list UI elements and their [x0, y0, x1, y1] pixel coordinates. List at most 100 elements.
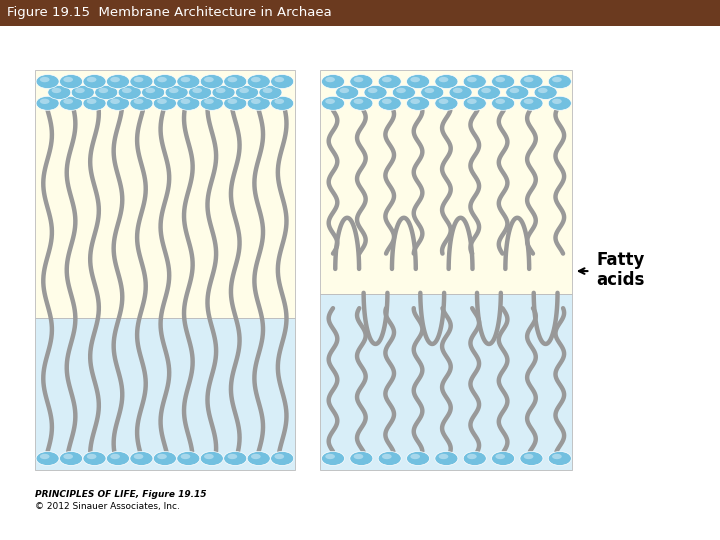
Ellipse shape — [350, 96, 373, 110]
Bar — [35, 318, 295, 470]
Bar — [35, 70, 295, 318]
Ellipse shape — [467, 77, 477, 82]
Ellipse shape — [549, 451, 572, 465]
Ellipse shape — [118, 85, 141, 99]
Ellipse shape — [60, 75, 83, 89]
Ellipse shape — [396, 88, 406, 93]
Ellipse shape — [392, 85, 415, 99]
Ellipse shape — [467, 454, 477, 459]
Ellipse shape — [200, 75, 223, 89]
Ellipse shape — [438, 99, 449, 104]
Ellipse shape — [134, 77, 143, 82]
Ellipse shape — [364, 85, 387, 99]
Ellipse shape — [63, 77, 73, 82]
Ellipse shape — [407, 75, 430, 89]
Ellipse shape — [407, 96, 430, 110]
Ellipse shape — [495, 99, 505, 104]
Ellipse shape — [520, 96, 543, 110]
Ellipse shape — [130, 451, 153, 465]
Ellipse shape — [523, 99, 534, 104]
Ellipse shape — [549, 96, 572, 110]
Ellipse shape — [142, 85, 165, 99]
Ellipse shape — [204, 77, 214, 82]
Ellipse shape — [495, 77, 505, 82]
Ellipse shape — [271, 451, 294, 465]
Ellipse shape — [325, 77, 335, 82]
Ellipse shape — [552, 77, 562, 82]
Ellipse shape — [534, 85, 557, 99]
Ellipse shape — [200, 451, 223, 465]
Ellipse shape — [87, 99, 96, 104]
Ellipse shape — [523, 454, 534, 459]
Ellipse shape — [110, 77, 120, 82]
Text: Figure 19.15  Membrane Architecture in Archaea: Figure 19.15 Membrane Architecture in Ar… — [7, 6, 332, 19]
Ellipse shape — [520, 75, 543, 89]
Ellipse shape — [134, 454, 143, 459]
Ellipse shape — [107, 75, 130, 89]
Ellipse shape — [467, 99, 477, 104]
Ellipse shape — [36, 451, 59, 465]
Ellipse shape — [274, 77, 284, 82]
Ellipse shape — [322, 451, 344, 465]
Ellipse shape — [382, 454, 392, 459]
Ellipse shape — [40, 454, 50, 459]
Ellipse shape — [60, 96, 83, 110]
Ellipse shape — [157, 99, 167, 104]
Bar — [320, 70, 572, 294]
Ellipse shape — [110, 454, 120, 459]
Ellipse shape — [189, 85, 212, 99]
Ellipse shape — [325, 454, 335, 459]
Ellipse shape — [181, 454, 190, 459]
Ellipse shape — [247, 96, 270, 110]
Ellipse shape — [110, 99, 120, 104]
Ellipse shape — [552, 454, 562, 459]
Ellipse shape — [192, 88, 202, 93]
Ellipse shape — [495, 454, 505, 459]
Ellipse shape — [157, 454, 167, 459]
Ellipse shape — [453, 88, 462, 93]
Ellipse shape — [322, 96, 344, 110]
Ellipse shape — [435, 96, 458, 110]
Ellipse shape — [228, 77, 237, 82]
Ellipse shape — [83, 451, 106, 465]
Ellipse shape — [107, 451, 130, 465]
Text: © 2012 Sinauer Associates, Inc.: © 2012 Sinauer Associates, Inc. — [35, 502, 179, 511]
Ellipse shape — [145, 88, 155, 93]
Ellipse shape — [378, 451, 401, 465]
Ellipse shape — [549, 75, 572, 89]
Ellipse shape — [239, 88, 249, 93]
Ellipse shape — [322, 75, 344, 89]
Ellipse shape — [354, 99, 364, 104]
Ellipse shape — [40, 77, 50, 82]
Ellipse shape — [271, 96, 294, 110]
Ellipse shape — [350, 75, 373, 89]
Ellipse shape — [449, 85, 472, 99]
Ellipse shape — [336, 85, 359, 99]
Ellipse shape — [492, 96, 515, 110]
Ellipse shape — [87, 454, 96, 459]
Ellipse shape — [181, 99, 190, 104]
Ellipse shape — [492, 75, 515, 89]
Ellipse shape — [251, 77, 261, 82]
Ellipse shape — [251, 99, 261, 104]
Ellipse shape — [520, 451, 543, 465]
Ellipse shape — [420, 85, 444, 99]
Ellipse shape — [552, 99, 562, 104]
Ellipse shape — [224, 96, 247, 110]
Ellipse shape — [407, 451, 430, 465]
Ellipse shape — [263, 88, 272, 93]
Ellipse shape — [382, 99, 392, 104]
Ellipse shape — [463, 75, 486, 89]
Bar — [320, 294, 572, 470]
Ellipse shape — [251, 454, 261, 459]
Ellipse shape — [165, 85, 188, 99]
Ellipse shape — [350, 451, 373, 465]
Ellipse shape — [200, 96, 223, 110]
Ellipse shape — [40, 99, 50, 104]
Ellipse shape — [410, 454, 420, 459]
Ellipse shape — [463, 451, 486, 465]
Ellipse shape — [435, 75, 458, 89]
Ellipse shape — [235, 85, 258, 99]
Ellipse shape — [122, 88, 132, 93]
Ellipse shape — [130, 96, 153, 110]
